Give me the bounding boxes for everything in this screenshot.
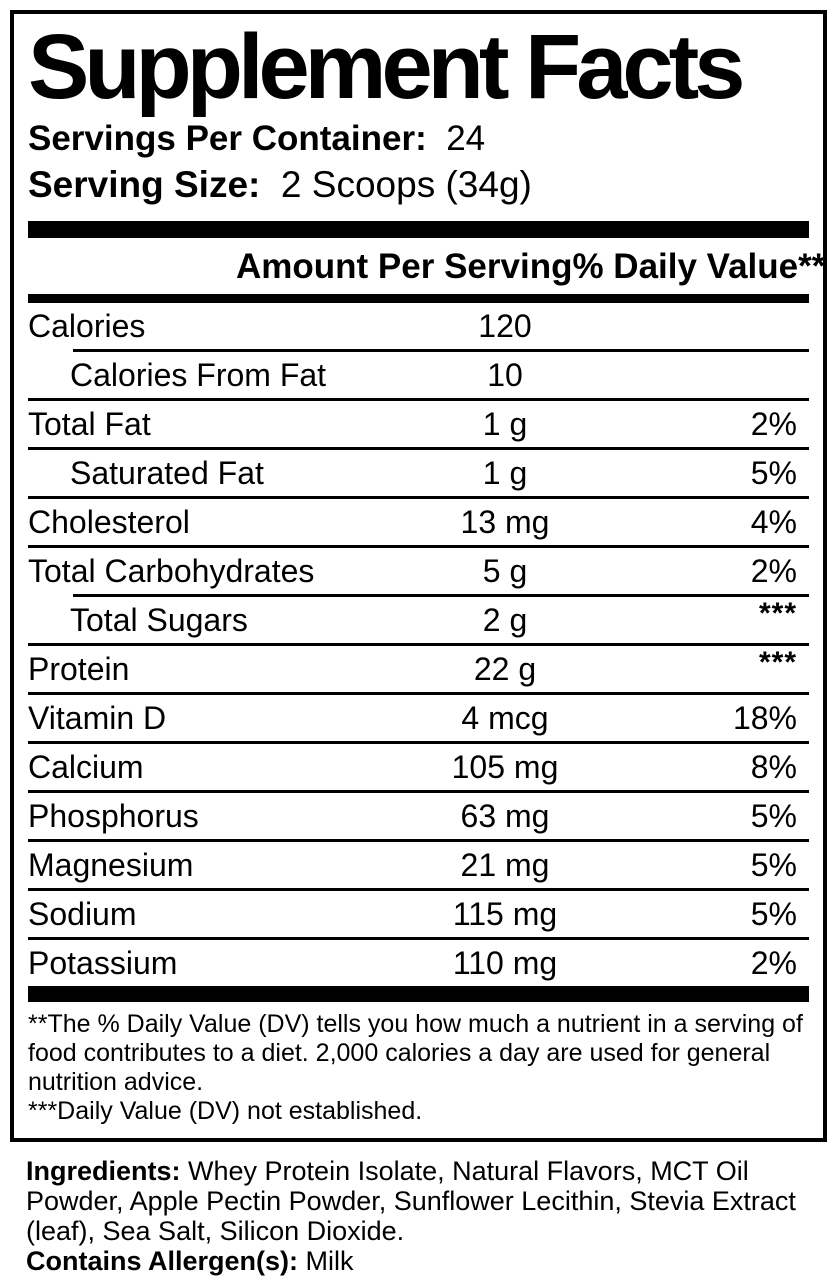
allergen-value: Milk bbox=[298, 1246, 354, 1276]
nutrient-name: Total Sugars bbox=[70, 601, 248, 638]
ingredients-line: Ingredients: Whey Protein Isolate, Natur… bbox=[26, 1156, 810, 1246]
nutrient-name: Vitamin D bbox=[28, 699, 167, 736]
serving-size-value: 2 Scoops (34g) bbox=[280, 164, 532, 206]
nutrient-name: Calories From Fat bbox=[70, 356, 327, 393]
nutrient-rows: Calories 120 Calories From Fat 10 Total Fat 1… bbox=[28, 303, 809, 986]
nutrient-name: Phosphorus bbox=[28, 797, 199, 834]
nutrient-amount: 21 mg bbox=[460, 846, 550, 883]
nutrient-daily-value: 4% bbox=[750, 503, 797, 540]
nutrient-name: Sodium bbox=[28, 895, 137, 932]
nutrient-daily-value: 5% bbox=[750, 895, 797, 932]
nutrient-amount: 1 g bbox=[482, 454, 528, 491]
nutrient-amount: 4 mcg bbox=[461, 699, 549, 736]
nutrient-name: Saturated Fat bbox=[70, 454, 264, 491]
nutrient-daily-value: 2% bbox=[750, 405, 797, 442]
nutrient-name: Total Carbohydrates bbox=[28, 552, 315, 589]
servings-per-container-value: 24 bbox=[446, 119, 486, 159]
not-established-footnote: ***Daily Value (DV) not established. bbox=[28, 1097, 423, 1126]
panel-title: Supplement Facts bbox=[28, 16, 745, 118]
table-row: Calcium 105 mg 8% bbox=[28, 744, 809, 790]
not-established-stars: *** bbox=[758, 645, 797, 679]
row-separator bbox=[28, 692, 809, 696]
nutrient-amount: 22 g bbox=[473, 650, 537, 687]
row-separator bbox=[28, 643, 809, 647]
table-row: Calories From Fat 10 bbox=[28, 352, 809, 398]
row-separator bbox=[28, 447, 809, 451]
nutrient-amount: 2 g bbox=[482, 601, 528, 638]
nutrient-daily-value: 8% bbox=[750, 748, 797, 785]
nutrient-amount: 110 mg bbox=[452, 944, 558, 981]
table-row: Magnesium 21 mg 5% bbox=[28, 842, 809, 888]
table-row: Saturated Fat 1 g 5% bbox=[28, 450, 809, 496]
allergen-label: Contains Allergen(s): bbox=[26, 1246, 299, 1276]
row-separator bbox=[28, 790, 809, 794]
table-row: Calories 120 bbox=[28, 303, 809, 349]
not-established-stars: *** bbox=[758, 596, 797, 630]
table-header-row: Amount Per Serving % Daily Value** bbox=[28, 238, 825, 294]
table-row: Potassium 110 mg 2% bbox=[28, 940, 809, 986]
nutrient-name: Magnesium bbox=[28, 846, 194, 883]
table-row: Phosphorus 63 mg 5% bbox=[28, 793, 809, 839]
serving-size-line: Serving Size: 2 Scoops (34g) bbox=[28, 164, 809, 206]
row-separator bbox=[28, 741, 809, 745]
serving-size-label: Serving Size: bbox=[28, 164, 261, 206]
nutrient-amount: 120 bbox=[478, 307, 532, 344]
table-row: Total Fat 1 g 2% bbox=[28, 401, 809, 447]
table-row: Sodium 115 mg 5% bbox=[28, 891, 809, 937]
nutrient-amount: 115 mg bbox=[452, 895, 558, 932]
row-separator bbox=[28, 888, 809, 892]
nutrient-name: Calcium bbox=[28, 748, 144, 785]
row-separator bbox=[28, 937, 809, 941]
row-separator bbox=[28, 839, 809, 843]
nutrient-name: Total Fat bbox=[28, 405, 151, 442]
supplement-facts-panel: Supplement Facts Servings Per Container:… bbox=[10, 10, 827, 1143]
nutrient-name: Calories bbox=[28, 307, 146, 344]
servings-per-container-line: Servings Per Container: 24 bbox=[28, 119, 809, 159]
allergen-line: Contains Allergen(s): Milk bbox=[26, 1246, 810, 1276]
nutrient-daily-value: 5% bbox=[750, 797, 797, 834]
nutrient-daily-value: 5% bbox=[750, 846, 797, 883]
ingredients-section: Ingredients: Whey Protein Isolate, Natur… bbox=[26, 1156, 810, 1276]
table-row: Protein 22 g *** bbox=[28, 646, 809, 692]
nutrient-daily-value: 2% bbox=[750, 944, 797, 981]
thick-divider-bottom bbox=[28, 986, 809, 1003]
daily-value-header: % Daily Value** bbox=[572, 247, 826, 287]
nutrient-name: Cholesterol bbox=[28, 503, 190, 540]
nutrient-amount: 5 g bbox=[482, 552, 528, 589]
row-separator bbox=[28, 496, 809, 500]
row-separator bbox=[28, 398, 809, 402]
table-row: Total Sugars 2 g *** bbox=[28, 597, 809, 643]
nutrient-amount: 10 bbox=[487, 356, 523, 393]
thick-divider-top bbox=[28, 221, 809, 239]
ingredients-label: Ingredients: bbox=[26, 1156, 181, 1187]
servings-per-container-label: Servings Per Container: bbox=[28, 119, 427, 159]
nutrient-name: Protein bbox=[28, 650, 130, 687]
nutrient-daily-value: 5% bbox=[750, 454, 797, 491]
footnotes: **The % Daily Value (DV) tells you how m… bbox=[28, 1002, 809, 1130]
row-separator bbox=[28, 545, 809, 549]
nutrient-amount: 13 mg bbox=[460, 503, 550, 540]
daily-value-footnote: **The % Daily Value (DV) tells you how m… bbox=[28, 1010, 803, 1097]
row-separator bbox=[73, 594, 809, 598]
nutrient-amount: 105 mg bbox=[451, 748, 559, 785]
nutrient-daily-value: 18% bbox=[732, 699, 797, 736]
row-separator bbox=[73, 349, 809, 353]
nutrient-amount: 63 mg bbox=[460, 797, 550, 834]
nutrient-name: Potassium bbox=[28, 944, 178, 981]
amount-per-serving-header: Amount Per Serving bbox=[236, 247, 573, 287]
table-row: Vitamin D 4 mcg 18% bbox=[28, 695, 809, 741]
nutrient-daily-value: *** bbox=[635, 597, 809, 639]
nutrient-daily-value: 2% bbox=[750, 552, 797, 589]
table-row: Cholesterol 13 mg 4% bbox=[28, 499, 809, 545]
table-row: Total Carbohydrates 5 g 2% bbox=[28, 548, 809, 594]
header-divider bbox=[28, 294, 809, 304]
ingredients-text: Whey Protein Isolate, Natural Flavors, M… bbox=[26, 1156, 796, 1247]
nutrient-amount: 1 g bbox=[482, 405, 528, 442]
nutrient-daily-value: *** bbox=[635, 646, 809, 688]
